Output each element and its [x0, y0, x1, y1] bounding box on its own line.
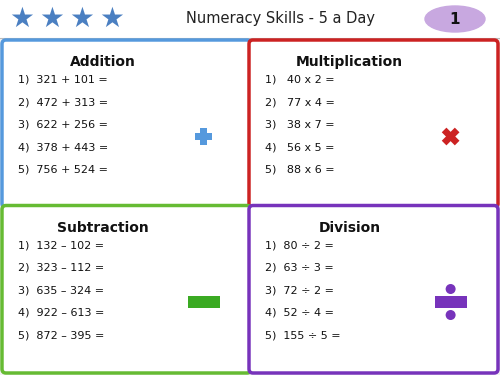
Bar — [434, 296, 466, 308]
Bar — [188, 296, 220, 308]
Text: 2)  63 ÷ 3 =: 2) 63 ÷ 3 = — [265, 263, 334, 273]
FancyBboxPatch shape — [249, 40, 498, 207]
Circle shape — [446, 310, 456, 320]
Text: 3)  622 + 256 =: 3) 622 + 256 = — [18, 120, 108, 130]
FancyBboxPatch shape — [2, 40, 251, 207]
Circle shape — [446, 284, 456, 294]
Text: Multiplication: Multiplication — [296, 55, 403, 69]
Text: Division: Division — [318, 220, 380, 234]
Bar — [196, 133, 212, 140]
Text: 4)   56 x 5 =: 4) 56 x 5 = — [265, 142, 334, 152]
Text: 4)  52 ÷ 4 =: 4) 52 ÷ 4 = — [265, 308, 334, 318]
Text: Numeracy Skills - 5 a Day: Numeracy Skills - 5 a Day — [186, 12, 374, 27]
Text: ★: ★ — [100, 5, 124, 33]
Text: 1)   40 x 2 =: 1) 40 x 2 = — [265, 75, 334, 85]
Text: 3)  635 – 324 =: 3) 635 – 324 = — [18, 285, 104, 296]
Ellipse shape — [425, 6, 485, 32]
Bar — [0, 0, 500, 38]
Text: Addition: Addition — [70, 55, 136, 69]
Text: 1)  80 ÷ 2 =: 1) 80 ÷ 2 = — [265, 240, 334, 250]
Text: 5)  155 ÷ 5 =: 5) 155 ÷ 5 = — [265, 330, 340, 340]
Text: 3)   38 x 7 =: 3) 38 x 7 = — [265, 120, 334, 130]
Text: ★: ★ — [40, 5, 64, 33]
Text: ★: ★ — [70, 5, 94, 33]
FancyBboxPatch shape — [249, 206, 498, 373]
Bar — [442, 128, 460, 146]
Text: 4)  922 – 613 =: 4) 922 – 613 = — [18, 308, 104, 318]
Text: Subtraction: Subtraction — [56, 220, 148, 234]
Text: 2)   77 x 4 =: 2) 77 x 4 = — [265, 98, 335, 108]
Bar — [442, 128, 460, 146]
Text: 5)   88 x 6 =: 5) 88 x 6 = — [265, 165, 334, 175]
Text: 1: 1 — [450, 12, 460, 27]
Bar — [200, 128, 207, 145]
Text: 3)  72 ÷ 2 =: 3) 72 ÷ 2 = — [265, 285, 334, 296]
Text: 1)  132 – 102 =: 1) 132 – 102 = — [18, 240, 104, 250]
Text: 2)  472 + 313 =: 2) 472 + 313 = — [18, 98, 108, 108]
Text: 5)  872 – 395 =: 5) 872 – 395 = — [18, 330, 104, 340]
FancyBboxPatch shape — [2, 206, 251, 373]
Text: 5)  756 + 524 =: 5) 756 + 524 = — [18, 165, 108, 175]
Text: 4)  378 + 443 =: 4) 378 + 443 = — [18, 142, 108, 152]
Text: 1)  321 + 101 =: 1) 321 + 101 = — [18, 75, 108, 85]
Text: 2)  323 – 112 =: 2) 323 – 112 = — [18, 263, 104, 273]
Text: ★: ★ — [10, 5, 34, 33]
